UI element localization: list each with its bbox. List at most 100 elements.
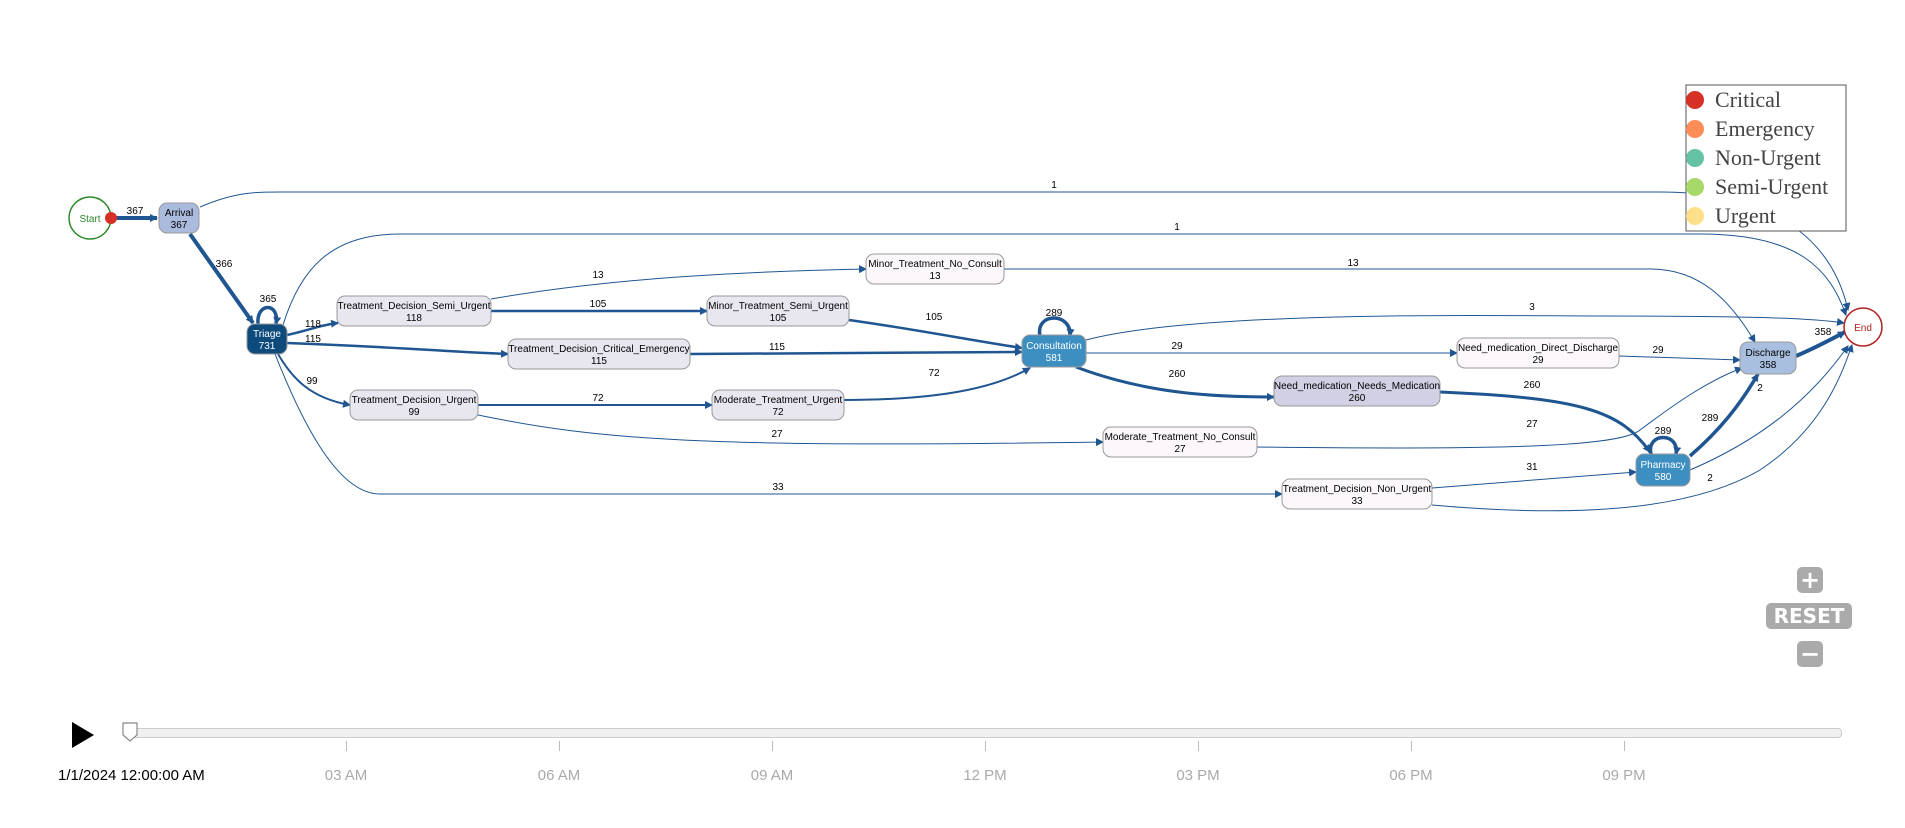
edge-line[interactable] [199,191,1851,311]
edge-line[interactable] [1037,316,1075,337]
edge-line[interactable] [1688,373,1760,458]
edge-line[interactable] [256,305,282,325]
edge-consult-to-end[interactable]: 3 [1085,302,1845,341]
node-shape[interactable] [507,338,691,370]
edge-consult-to-need_med[interactable]: 260 [1075,365,1275,401]
node-shape[interactable] [349,389,479,421]
edge-line[interactable] [843,367,1031,401]
edge-line[interactable] [477,414,1104,447]
node-shape[interactable] [1021,334,1087,368]
edge-line[interactable] [1795,330,1846,358]
edge-line[interactable] [286,341,509,358]
edge-line[interactable] [1648,435,1682,455]
edge-pharmacy-to-pharmacy[interactable]: 289 [1648,426,1682,455]
edge-pharmacy-to-discharge[interactable]: 289 [1688,373,1760,458]
edge-line[interactable] [286,319,339,337]
edge-mod_nc-to-discharge[interactable]: 27 [1256,366,1743,449]
edge-start-to-arrival[interactable]: 367 [111,206,158,222]
node-start[interactable]: Start [68,196,117,240]
reset-button[interactable]: RESET [1766,603,1852,629]
edge-triage-to-td_non[interactable]: 33 [274,353,1283,498]
play-icon[interactable] [72,722,94,748]
timeline-slider-handle[interactable] [122,722,138,742]
edge-td_crit-to-consult[interactable]: 115 [689,342,1023,357]
edge-td_urg-to-mod_nc[interactable]: 27 [477,414,1104,447]
edge-line[interactable] [1431,468,1637,489]
edge-consult-to-need_dis[interactable]: 29 [1086,341,1458,357]
edge-need_med-to-pharmacy[interactable]: 260 [1439,380,1652,453]
node-shape[interactable] [1635,453,1691,487]
node-shape[interactable] [1281,478,1433,510]
edge-pharmacy-to-end[interactable]: 2 [1689,345,1849,471]
node-shape[interactable] [1102,426,1258,458]
edge-discharge-to-end[interactable]: 358 [1795,327,1846,358]
edge-line[interactable] [1256,366,1743,449]
edge-arrival-to-end[interactable]: 1 [199,180,1851,311]
node-shape[interactable] [158,202,200,234]
node-label: Triage [253,329,281,340]
edge-line[interactable] [188,232,255,325]
timeline-slider-track[interactable] [130,728,1842,738]
node-end[interactable]: End [1843,307,1883,347]
edge-triage-to-triage[interactable]: 365 [256,294,282,325]
edge-line[interactable] [490,265,867,300]
edge-line[interactable] [1618,355,1741,364]
node-label: Moderate_Treatment_No_Consult [1105,432,1256,443]
edge-line[interactable] [689,348,1023,357]
node-shape[interactable] [1456,337,1620,369]
node-shape[interactable] [336,295,492,327]
edge-line[interactable] [1004,268,1756,343]
edge-line[interactable] [848,318,1023,351]
node-shape[interactable] [246,323,288,355]
edge-td_non-to-pharmacy[interactable]: 31 [1431,462,1637,489]
edge-line[interactable] [282,233,1848,326]
edge-consult-to-consult[interactable]: 289 [1037,308,1075,337]
edge-mt_semi-to-consult[interactable]: 105 [848,312,1023,351]
edge-td_urg-to-mod_urg[interactable]: 72 [478,393,713,409]
node-shape[interactable] [706,295,850,327]
edge-line[interactable] [1085,315,1845,341]
edge-triage-to-td_urg[interactable]: 99 [277,353,351,408]
edge-mod_urg-to-consult[interactable]: 72 [843,367,1031,401]
edge-line[interactable] [1075,365,1275,401]
edge-line[interactable] [1431,344,1854,512]
node-shape[interactable] [711,389,845,421]
zoom-out-button[interactable]: − [1797,640,1823,668]
edge-line[interactable] [1439,390,1652,453]
edge-line[interactable] [1689,345,1849,471]
edge-td_semi-to-mt_semi[interactable]: 105 [491,299,708,315]
edge-triage-to-td_semi[interactable]: 118 [286,319,339,337]
edge-line[interactable] [277,353,351,408]
edge-label: 358 [1815,327,1832,338]
edge-need_dis-to-discharge[interactable]: 29 [1618,345,1741,364]
zoom-in-button[interactable]: + [1797,566,1823,594]
node-shape[interactable] [1739,341,1797,375]
edge-td_non-to-end[interactable]: 2 [1431,344,1854,512]
node-shape[interactable] [865,253,1005,285]
edge-triage-to-td_crit[interactable]: 115 [286,334,509,358]
edge-mt_nc-to-discharge[interactable]: 13 [1004,258,1756,343]
node-shape[interactable] [1273,375,1441,407]
edge-td_semi-to-mt_nc[interactable]: 13 [490,265,867,300]
edge-arrival-to-triage[interactable]: 366 [188,232,255,325]
node-shape[interactable] [1843,307,1883,347]
edge-label: 366 [216,259,233,270]
edge-triage-to-end[interactable]: 1 [282,222,1848,326]
edge-line[interactable] [274,353,1283,498]
